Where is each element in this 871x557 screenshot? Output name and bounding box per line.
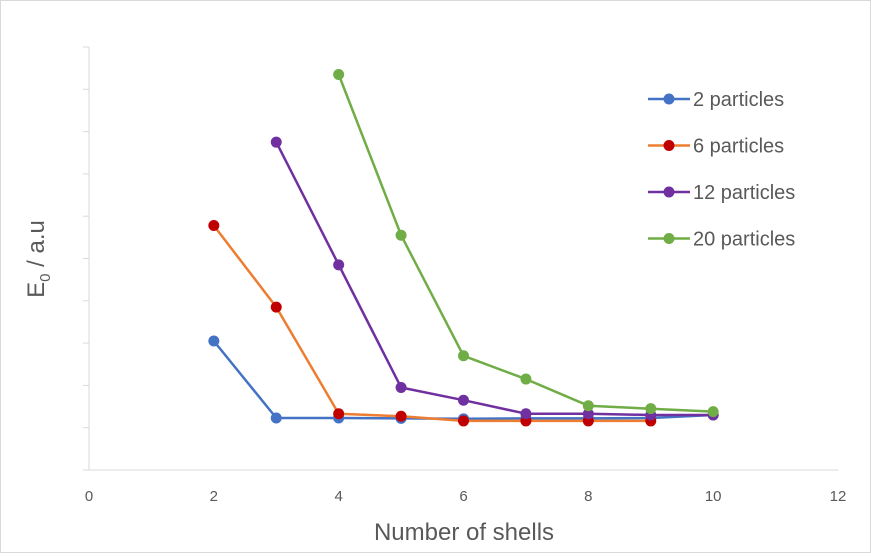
data-point (707, 406, 719, 418)
legend-label: 20 particles (693, 229, 795, 251)
x-tick-label: 10 (705, 488, 722, 505)
legend-label: 6 particles (693, 136, 784, 158)
data-point (270, 301, 282, 313)
data-point (645, 403, 657, 415)
x-tick-label: 12 (830, 488, 847, 505)
x-axis-label: Number of shells (374, 519, 554, 546)
data-point (458, 394, 469, 406)
y-axis-label-main: E (23, 282, 50, 298)
data-point (395, 229, 407, 241)
legend-marker (663, 233, 675, 244)
x-tick-label: 0 (85, 488, 93, 505)
legend-entry: 12 particles (648, 182, 795, 204)
legend: 2 particles 6 particles 12 particles 20 par… (648, 89, 795, 251)
data-point (208, 335, 220, 347)
series-1 (208, 335, 719, 425)
x-tick-label: 4 (334, 488, 342, 505)
data-point (395, 382, 407, 394)
data-point (520, 408, 532, 420)
data-point (582, 408, 594, 420)
series-line (275, 141, 714, 417)
data-point (270, 136, 282, 148)
data-point (208, 220, 220, 232)
legend-entry: 20 particles (648, 229, 795, 251)
y-axis-label: E0 / a.u (23, 220, 54, 298)
x-tick-label: 8 (584, 488, 592, 505)
x-tick-label: 2 (210, 488, 218, 505)
data-point (582, 400, 594, 412)
series-line (212, 224, 651, 423)
data-point (458, 350, 469, 362)
x-axis-tick-labels: 0 2 4 6 8 10 12 (85, 488, 847, 505)
legend-label: 2 particles (693, 89, 784, 111)
data-point (333, 259, 345, 271)
series-3 (270, 136, 719, 421)
legend-marker (663, 186, 675, 198)
legend-entry: 6 particles (648, 136, 784, 158)
x-tick-label: 6 (459, 488, 467, 505)
data-point (333, 68, 345, 80)
y-axis-label-subscript: 0 (37, 274, 54, 282)
legend-label: 12 particles (693, 182, 795, 204)
data-point (270, 412, 282, 424)
y-axis-label-rest: / a.u (23, 220, 50, 273)
series-line (337, 74, 714, 413)
legend-marker (663, 140, 675, 151)
data-point (395, 410, 407, 422)
data-point (458, 415, 469, 427)
legend-marker (663, 93, 675, 105)
series-group (208, 68, 719, 427)
legend-entry: 2 particles (648, 89, 784, 111)
data-point (520, 373, 532, 385)
y-axis-ticks (83, 46, 89, 471)
data-point (333, 408, 345, 420)
series-4 (333, 68, 719, 418)
series-2 (208, 220, 657, 427)
